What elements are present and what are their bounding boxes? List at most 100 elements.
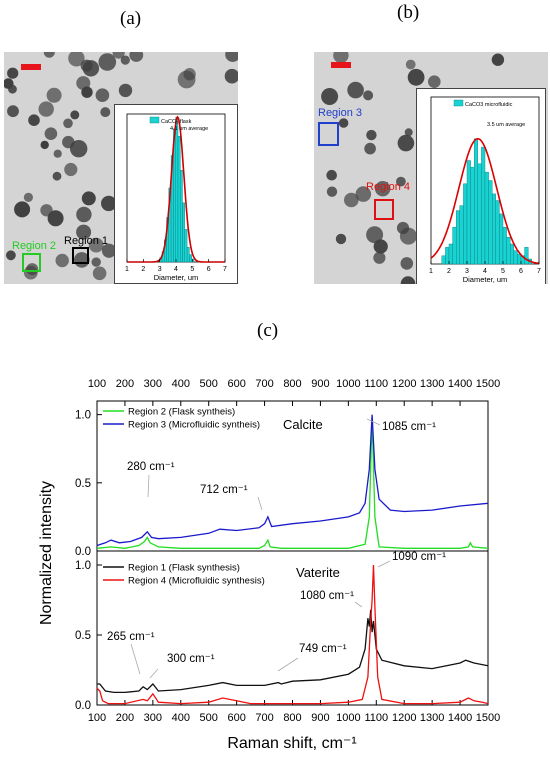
histogram-bar: [189, 254, 192, 263]
histogram-bar: [517, 253, 522, 265]
region-3-label: Region 3: [318, 107, 363, 119]
legend-label: Region 1 (Flask synthesis): [128, 563, 240, 574]
particle: [91, 257, 101, 267]
histogram-bar: [470, 166, 475, 265]
histogram-bar: [191, 258, 195, 263]
particle: [407, 68, 425, 86]
inset-x-tick-label: 1: [125, 266, 129, 273]
particle: [400, 276, 416, 284]
particle: [373, 251, 386, 264]
bottom-x-tick-label: 1300: [420, 712, 444, 724]
bottom-x-tick-label: 700: [255, 712, 273, 724]
top-x-tick-label: 300: [144, 378, 162, 390]
particle: [120, 55, 130, 65]
top-x-tick-label: 1500: [476, 378, 500, 390]
bottom-x-tick-label: 500: [200, 712, 218, 724]
top-x-tick-label: 500: [200, 378, 218, 390]
histogram-bar: [179, 169, 183, 263]
histogram-bar: [184, 229, 188, 263]
particle: [8, 84, 17, 94]
bottom-x-tick-label: 300: [144, 712, 162, 724]
particle: [55, 253, 69, 268]
annotation-leader: [366, 418, 381, 426]
particle: [405, 59, 416, 70]
particle: [373, 239, 388, 254]
region-4-box: [374, 199, 394, 220]
inset-x-tick-label: 7: [537, 268, 541, 275]
particle: [396, 176, 406, 187]
top-x-tick-label: 100: [88, 378, 106, 390]
bottom-x-tick-label: 1500: [476, 712, 500, 724]
peak-annotation: 265 cm⁻¹: [107, 631, 155, 643]
scale-bar-b: [331, 62, 351, 68]
histogram-bar: [502, 227, 507, 265]
particle: [23, 192, 33, 202]
particle: [400, 257, 414, 270]
y-tick-label: 0.5: [75, 630, 91, 642]
histogram-bar: [186, 246, 190, 263]
particle: [366, 226, 384, 244]
peak-annotation: 1085 cm⁻¹: [382, 421, 436, 433]
histogram-bar: [495, 200, 500, 265]
particle: [40, 204, 53, 217]
particle: [224, 68, 238, 84]
particle: [40, 140, 49, 150]
region-2-label: Region 2: [12, 240, 57, 252]
particle: [47, 210, 64, 227]
histogram-bar: [506, 237, 511, 265]
y-tick-label: 0.0: [75, 546, 91, 558]
panel-label-c: (c): [257, 320, 279, 341]
histogram-bar: [509, 243, 514, 265]
particle: [344, 192, 359, 208]
particle: [6, 250, 16, 261]
inset-x-tick-label: 6: [207, 266, 211, 273]
inset-x-tick-label: 3: [465, 268, 469, 275]
particle: [112, 52, 125, 59]
spectrum-line: [96, 417, 489, 549]
inset-x-tick-label: 5: [501, 268, 505, 275]
inset-x-tick-label: 6: [519, 268, 523, 275]
spectrum-line: [97, 609, 489, 694]
annotation-leader: [149, 668, 159, 679]
particle: [491, 53, 505, 66]
peak-annotation: 300 cm⁻¹: [167, 653, 215, 665]
histogram-bar: [463, 183, 468, 265]
particle: [100, 107, 111, 118]
region-1-label: Region 1: [64, 235, 109, 247]
particle: [101, 195, 117, 212]
y-axis-label: Normalized intensity: [38, 481, 55, 625]
histogram-bar: [182, 202, 185, 263]
histogram-bar: [499, 213, 504, 265]
particle: [366, 129, 377, 141]
inset-x-tick-label: 4: [483, 268, 487, 275]
vaterite-label: Vaterite: [296, 565, 340, 580]
inset-x-tick-label: 2: [447, 268, 451, 275]
y-tick-label: 1.0: [75, 410, 91, 422]
legend-label: Region 4 (Microfluidic synthesis): [128, 576, 265, 587]
inset-b: 1 2 3 4 5 6 7 Diameter, um CaCO3 microfluidic 3.5…: [416, 88, 546, 284]
top-x-tick-label: 600: [227, 378, 245, 390]
particle: [76, 206, 92, 223]
top-x-tick-label: 1100: [364, 378, 388, 390]
bottom-x-tick-label: 600: [227, 712, 245, 724]
histogram-bar: [441, 255, 446, 265]
peak-annotation: 1090 cm⁻¹: [392, 551, 446, 563]
particle: [225, 52, 238, 62]
region-2-box: [22, 253, 41, 272]
calcite-label: Calcite: [283, 417, 323, 432]
particle: [355, 186, 372, 202]
histogram-bar: [456, 210, 461, 265]
particle: [347, 81, 364, 99]
peak-annotation: 1080 cm⁻¹: [300, 590, 354, 602]
particle: [404, 128, 413, 137]
particle: [375, 181, 391, 197]
particle: [98, 53, 117, 71]
histogram-bar: [477, 163, 482, 265]
annotation-leader: [257, 496, 263, 511]
bottom-x-tick-label: 1000: [336, 712, 360, 724]
micrograph-b: Region 3 Region 4 1 2 3 4 5 6 7 Diameter, um CaC…: [314, 52, 548, 284]
particle: [38, 101, 54, 117]
histogram-bar: [445, 247, 450, 265]
bottom-x-tick-label: 1400: [448, 712, 472, 724]
histogram-bar: [175, 116, 179, 263]
